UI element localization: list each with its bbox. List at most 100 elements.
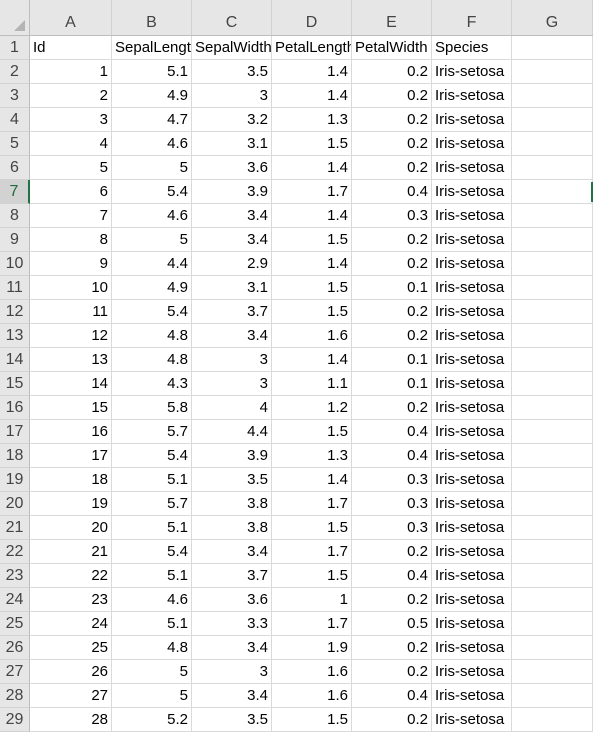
cell-e17[interactable]: 0.4 bbox=[352, 420, 432, 444]
cell-c20[interactable]: 3.8 bbox=[192, 492, 272, 516]
cell-g27[interactable] bbox=[512, 660, 593, 684]
cell-a9[interactable]: 8 bbox=[30, 228, 112, 252]
cell-d1[interactable]: PetalLength bbox=[272, 36, 352, 60]
cell-e21[interactable]: 0.3 bbox=[352, 516, 432, 540]
cell-e11[interactable]: 0.1 bbox=[352, 276, 432, 300]
cell-f6[interactable]: Iris-setosa bbox=[432, 156, 512, 180]
cell-d11[interactable]: 1.5 bbox=[272, 276, 352, 300]
cell-c4[interactable]: 3.2 bbox=[192, 108, 272, 132]
cell-g8[interactable] bbox=[512, 204, 593, 228]
cell-e25[interactable]: 0.5 bbox=[352, 612, 432, 636]
cell-a27[interactable]: 26 bbox=[30, 660, 112, 684]
cell-a17[interactable]: 16 bbox=[30, 420, 112, 444]
row-header-16[interactable]: 16 bbox=[0, 396, 30, 420]
cell-c7[interactable]: 3.9 bbox=[192, 180, 272, 204]
cell-d17[interactable]: 1.5 bbox=[272, 420, 352, 444]
cell-f17[interactable]: Iris-setosa bbox=[432, 420, 512, 444]
cell-g16[interactable] bbox=[512, 396, 593, 420]
cell-e10[interactable]: 0.2 bbox=[352, 252, 432, 276]
cell-b5[interactable]: 4.6 bbox=[112, 132, 192, 156]
cell-g19[interactable] bbox=[512, 468, 593, 492]
cell-b4[interactable]: 4.7 bbox=[112, 108, 192, 132]
row-header-28[interactable]: 28 bbox=[0, 684, 30, 708]
row-header-26[interactable]: 26 bbox=[0, 636, 30, 660]
cell-b15[interactable]: 4.3 bbox=[112, 372, 192, 396]
column-header-d[interactable]: D bbox=[272, 0, 352, 35]
cell-c3[interactable]: 3 bbox=[192, 84, 272, 108]
cell-g23[interactable] bbox=[512, 564, 593, 588]
cell-f22[interactable]: Iris-setosa bbox=[432, 540, 512, 564]
row-header-3[interactable]: 3 bbox=[0, 84, 30, 108]
cell-f24[interactable]: Iris-setosa bbox=[432, 588, 512, 612]
cell-e27[interactable]: 0.2 bbox=[352, 660, 432, 684]
row-header-23[interactable]: 23 bbox=[0, 564, 30, 588]
cell-a29[interactable]: 28 bbox=[30, 708, 112, 732]
cell-g24[interactable] bbox=[512, 588, 593, 612]
column-header-b[interactable]: B bbox=[112, 0, 192, 35]
cell-c17[interactable]: 4.4 bbox=[192, 420, 272, 444]
cell-d20[interactable]: 1.7 bbox=[272, 492, 352, 516]
cell-e12[interactable]: 0.2 bbox=[352, 300, 432, 324]
cell-d19[interactable]: 1.4 bbox=[272, 468, 352, 492]
cell-f25[interactable]: Iris-setosa bbox=[432, 612, 512, 636]
cell-a1[interactable]: Id bbox=[30, 36, 112, 60]
cell-b7[interactable]: 5.4 bbox=[112, 180, 192, 204]
cell-a10[interactable]: 9 bbox=[30, 252, 112, 276]
cell-c1[interactable]: SepalWidth bbox=[192, 36, 272, 60]
cell-f27[interactable]: Iris-setosa bbox=[432, 660, 512, 684]
cell-b16[interactable]: 5.8 bbox=[112, 396, 192, 420]
cell-a12[interactable]: 11 bbox=[30, 300, 112, 324]
cell-e15[interactable]: 0.1 bbox=[352, 372, 432, 396]
cell-b24[interactable]: 4.6 bbox=[112, 588, 192, 612]
cell-b11[interactable]: 4.9 bbox=[112, 276, 192, 300]
row-header-7[interactable]: 7 bbox=[0, 180, 30, 204]
cell-d21[interactable]: 1.5 bbox=[272, 516, 352, 540]
cell-a22[interactable]: 21 bbox=[30, 540, 112, 564]
cell-b12[interactable]: 5.4 bbox=[112, 300, 192, 324]
cell-e6[interactable]: 0.2 bbox=[352, 156, 432, 180]
cell-a4[interactable]: 3 bbox=[30, 108, 112, 132]
cell-c26[interactable]: 3.4 bbox=[192, 636, 272, 660]
cell-f23[interactable]: Iris-setosa bbox=[432, 564, 512, 588]
cell-d22[interactable]: 1.7 bbox=[272, 540, 352, 564]
cell-d16[interactable]: 1.2 bbox=[272, 396, 352, 420]
cell-c24[interactable]: 3.6 bbox=[192, 588, 272, 612]
cell-c23[interactable]: 3.7 bbox=[192, 564, 272, 588]
cell-d5[interactable]: 1.5 bbox=[272, 132, 352, 156]
cell-b22[interactable]: 5.4 bbox=[112, 540, 192, 564]
column-header-a[interactable]: A bbox=[30, 0, 112, 35]
cell-e20[interactable]: 0.3 bbox=[352, 492, 432, 516]
cell-g12[interactable] bbox=[512, 300, 593, 324]
cell-a21[interactable]: 20 bbox=[30, 516, 112, 540]
row-header-12[interactable]: 12 bbox=[0, 300, 30, 324]
row-header-15[interactable]: 15 bbox=[0, 372, 30, 396]
cell-a20[interactable]: 19 bbox=[30, 492, 112, 516]
select-all-button[interactable] bbox=[0, 0, 30, 35]
row-header-27[interactable]: 27 bbox=[0, 660, 30, 684]
cell-e1[interactable]: PetalWidth bbox=[352, 36, 432, 60]
cell-b2[interactable]: 5.1 bbox=[112, 60, 192, 84]
cell-f3[interactable]: Iris-setosa bbox=[432, 84, 512, 108]
cell-e2[interactable]: 0.2 bbox=[352, 60, 432, 84]
cell-e19[interactable]: 0.3 bbox=[352, 468, 432, 492]
column-header-c[interactable]: C bbox=[192, 0, 272, 35]
cell-b1[interactable]: SepalLength bbox=[112, 36, 192, 60]
cell-g17[interactable] bbox=[512, 420, 593, 444]
cell-a19[interactable]: 18 bbox=[30, 468, 112, 492]
cell-e9[interactable]: 0.2 bbox=[352, 228, 432, 252]
cell-a28[interactable]: 27 bbox=[30, 684, 112, 708]
cell-f8[interactable]: Iris-setosa bbox=[432, 204, 512, 228]
cell-g11[interactable] bbox=[512, 276, 593, 300]
cell-d18[interactable]: 1.3 bbox=[272, 444, 352, 468]
cell-a18[interactable]: 17 bbox=[30, 444, 112, 468]
cell-d13[interactable]: 1.6 bbox=[272, 324, 352, 348]
cell-g21[interactable] bbox=[512, 516, 593, 540]
cell-c18[interactable]: 3.9 bbox=[192, 444, 272, 468]
cell-g15[interactable] bbox=[512, 372, 593, 396]
cell-d25[interactable]: 1.7 bbox=[272, 612, 352, 636]
cell-g4[interactable] bbox=[512, 108, 593, 132]
cell-a25[interactable]: 24 bbox=[30, 612, 112, 636]
cell-d15[interactable]: 1.1 bbox=[272, 372, 352, 396]
cell-e24[interactable]: 0.2 bbox=[352, 588, 432, 612]
cell-g14[interactable] bbox=[512, 348, 593, 372]
